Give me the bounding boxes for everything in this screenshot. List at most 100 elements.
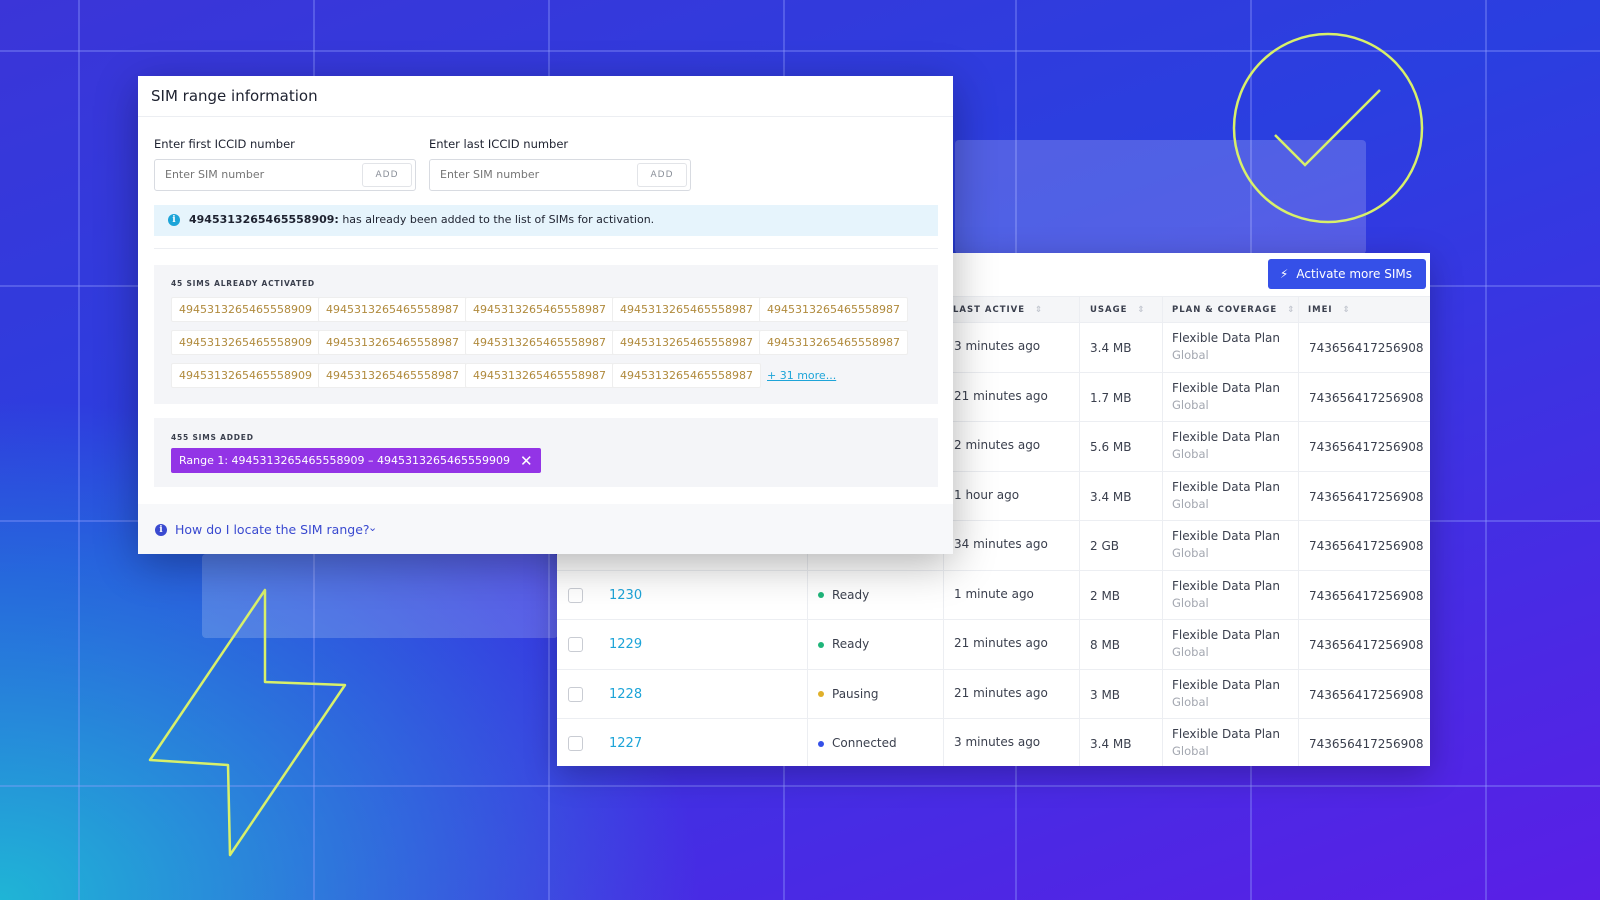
activated-sim-chip: 4945313265465558987	[759, 297, 908, 322]
usage: 3.4 MB	[1090, 489, 1132, 504]
row-checkbox[interactable]	[568, 587, 583, 603]
table-row[interactable]: 21 minutes ago 1.7 MB Flexible Data Plan Gl…	[557, 371, 1430, 422]
chevron-down-icon: ⌄	[368, 521, 378, 534]
grid-line	[1485, 0, 1487, 900]
activated-sim-chip: 4945313265465558987	[318, 363, 467, 388]
imei: 743656417256908	[1309, 341, 1424, 355]
usage: 3.4 MB	[1090, 737, 1132, 751]
imei: 743656417256908	[1309, 489, 1424, 504]
row-checkbox[interactable]	[568, 736, 583, 751]
activated-sim-chip: 4945313265465558909	[171, 330, 320, 355]
activate-more-sims-button[interactable]: ⚡︎ Activate more SIMs	[1267, 259, 1426, 289]
plan: Flexible Data Plan Global	[1172, 430, 1280, 461]
activated-sim-chip: 4945313265465558909	[171, 297, 320, 322]
lightning-icon	[148, 588, 347, 857]
usage: 8 MB	[1090, 638, 1121, 652]
activated-sim-chip: 4945313265465558909	[171, 363, 320, 388]
usage: 2 MB	[1090, 588, 1121, 603]
activated-sim-chip: 4945313265465558987	[318, 330, 467, 355]
more-link[interactable]: + 31 more...	[767, 369, 837, 382]
activated-title: 45 SIMS ALREADY ACTIVATED	[171, 279, 315, 288]
last-active: 21 minutes ago	[954, 685, 1048, 700]
table-row[interactable]: 1230 Ready 1 minute ago 2 MB Flexible Data P…	[557, 569, 1430, 620]
last-iccid-field: ADD	[429, 159, 691, 191]
table-row[interactable]: 1229 Ready 21 minutes ago 8 MB Flexible Data…	[557, 619, 1430, 669]
activated-sim-chip: 4945313265465558987	[318, 297, 467, 322]
usage: 3 MB	[1090, 687, 1121, 702]
add-first-button[interactable]: ADD	[362, 163, 412, 187]
info-alert: i 4945313265465558909: has already been …	[154, 205, 938, 236]
info-icon: i	[155, 524, 167, 536]
plan: Flexible Data Plan Global	[1172, 628, 1280, 659]
imei: 743656417256908	[1309, 588, 1424, 603]
row-checkbox[interactable]	[568, 637, 583, 652]
usage: 1.7 MB	[1090, 390, 1132, 405]
table-row[interactable]: 1227 Connected 3 minutes ago 3.4 MB Flexible…	[557, 718, 1430, 768]
last-active: 3 minutes ago	[954, 735, 1041, 749]
sim-id-link[interactable]: 1229	[609, 637, 643, 652]
row-checkbox[interactable]	[568, 686, 583, 702]
first-iccid-label: Enter first ICCID number	[154, 137, 295, 151]
added-panel: 455 SIMS ADDED Range 1: 4945313265465558…	[154, 418, 938, 487]
added-title: 455 SIMS ADDED	[171, 433, 254, 442]
table-row[interactable]: 1228 Pausing 21 minutes ago 3 MB Flexible Da…	[557, 668, 1430, 719]
status-dot	[818, 592, 824, 598]
column-last-active[interactable]: LAST ACTIVE ⇕	[953, 305, 1044, 315]
sim-id-link[interactable]: 1228	[609, 686, 643, 702]
status-dot	[818, 641, 824, 648]
sim-range-modal: SIM range information Enter first ICCID …	[138, 76, 953, 554]
usage: 3.4 MB	[1090, 341, 1132, 355]
plan: Flexible Data Plan Global	[1172, 380, 1280, 412]
plan: Flexible Data Plan Global	[1172, 578, 1280, 610]
activated-sim-chip: 4945313265465558987	[612, 363, 761, 388]
imei: 743656417256908	[1309, 638, 1424, 652]
plan: Flexible Data Plan Global	[1172, 677, 1280, 709]
table-row[interactable]: 3 minutes ago 3.4 MB Flexible Data Plan Glo…	[557, 322, 1430, 372]
activated-sim-chip: 4945313265465558987	[612, 330, 761, 355]
plan: Flexible Data Plan Global	[1172, 331, 1280, 362]
table-row[interactable]: 1 hour ago 3.4 MB Flexible Data Plan Global…	[557, 470, 1430, 521]
last-active: 3 minutes ago	[954, 339, 1041, 353]
table-row[interactable]: 2 minutes ago 5.6 MB Flexible Data Plan Glo…	[557, 421, 1430, 471]
close-icon[interactable]: ✕	[520, 451, 533, 470]
plan: Flexible Data Plan Global	[1172, 479, 1280, 511]
imei: 743656417256908	[1309, 539, 1424, 553]
status: Ready	[818, 637, 869, 651]
status: Pausing	[818, 687, 878, 701]
plan: Flexible Data Plan Global	[1172, 529, 1280, 560]
usage: 2 GB	[1090, 539, 1119, 553]
sim-id-link[interactable]: 1227	[609, 736, 643, 751]
last-active: 34 minutes ago	[954, 537, 1048, 551]
last-iccid-label: Enter last ICCID number	[429, 137, 569, 151]
last-active: 21 minutes ago	[954, 388, 1048, 403]
modal-title: SIM range information	[138, 76, 953, 117]
table-row[interactable]: 34 minutes ago 2 GB Flexible Data Plan Glob…	[557, 520, 1430, 570]
last-active: 1 hour ago	[954, 487, 1020, 502]
activated-sim-chip: 4945313265465558987	[465, 330, 614, 355]
range-chip: Range 1: 4945313265465558909 – 494531326…	[171, 448, 541, 473]
imei: 743656417256908	[1309, 737, 1424, 751]
add-last-button[interactable]: ADD	[637, 163, 687, 187]
status-dot	[818, 740, 824, 747]
divider	[154, 248, 938, 249]
last-iccid-input[interactable]	[440, 168, 630, 181]
grid-line	[78, 0, 80, 900]
first-iccid-field: ADD	[154, 159, 416, 191]
status-dot	[818, 691, 824, 697]
help-toggle[interactable]: i How do I locate the SIM range? ⌄	[138, 504, 953, 554]
column-imei[interactable]: IMEI ⇕	[1308, 305, 1351, 315]
status: Connected	[818, 736, 897, 750]
first-iccid-input[interactable]	[165, 168, 355, 181]
usage: 5.6 MB	[1090, 440, 1132, 454]
last-active: 2 minutes ago	[954, 438, 1041, 452]
activated-panel: 45 SIMS ALREADY ACTIVATED + 31 more... 4…	[154, 265, 938, 404]
activated-sim-chip: 4945313265465558987	[612, 297, 761, 322]
activated-sim-chip: 4945313265465558987	[759, 330, 908, 355]
imei: 743656417256908	[1309, 687, 1424, 702]
lightning-icon: ⚡︎	[1279, 267, 1289, 281]
column-plan[interactable]: PLAN & COVERAGE ⇕	[1172, 305, 1296, 315]
column-usage[interactable]: USAGE ⇕	[1090, 305, 1146, 315]
status: Ready	[818, 588, 869, 602]
sim-id-link[interactable]: 1230	[609, 587, 643, 603]
plan: Flexible Data Plan Global	[1172, 727, 1280, 758]
